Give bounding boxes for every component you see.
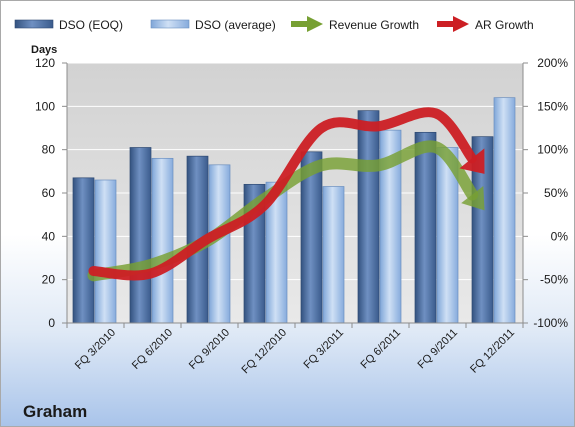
right-tick-label: -50% <box>540 273 568 287</box>
legend-label-revenue-growth: Revenue Growth <box>329 18 419 32</box>
bar-dso-average-1 <box>94 179 117 324</box>
legend-item-revenue-growth: Revenue Growth <box>291 16 419 32</box>
right-tick-label: 50% <box>544 186 568 200</box>
left-tick-label: 100 <box>35 99 55 113</box>
bar-dso-eoq-6 <box>357 110 380 324</box>
bar-dso-eoq-7 <box>414 131 437 324</box>
legend-label-ar-growth: AR Growth <box>475 18 534 32</box>
left-tick-label: 80 <box>42 143 56 157</box>
left-tick-label: 120 <box>35 56 55 70</box>
left-tick-label: 60 <box>42 186 56 200</box>
right-axis: -100% -50% 0% 50% 100% 150% 200% <box>522 56 569 330</box>
left-tick-label: 0 <box>48 316 55 330</box>
bar-dso-eoq-1 <box>72 177 95 324</box>
legend: DSO (EOQ) DSO (average) Revenue Growth A… <box>14 16 534 32</box>
x-axis: FQ 3/2010 FQ 6/2010 FQ 9/2010 FQ 12/2010 FQ … <box>66 322 524 377</box>
bar-dso-average-5 <box>322 186 345 324</box>
growth-lines <box>87 107 485 282</box>
x-tick-label: FQ 9/2011 <box>415 327 460 372</box>
right-tick-label: 0% <box>551 229 569 243</box>
right-tick-label: -100% <box>533 316 568 330</box>
ar-growth-arrowhead <box>459 148 485 174</box>
x-tick-label: FQ 3/2011 <box>301 327 346 372</box>
left-axis: 0 20 40 60 80 100 120 <box>35 56 68 330</box>
legend-label-dso-eoq: DSO (EOQ) <box>59 18 123 32</box>
revenue-growth-arrowhead <box>461 185 485 211</box>
revenue-growth-line <box>87 140 479 282</box>
x-tick-label: FQ 12/2010 <box>240 327 290 377</box>
legend-item-dso-eoq: DSO (EOQ) <box>14 18 123 32</box>
legend-item-ar-growth: AR Growth <box>437 16 534 32</box>
x-tick-label: FQ 6/2011 <box>358 327 403 372</box>
x-tick-label: FQ 3/2010 <box>73 327 118 372</box>
right-tick-label: 150% <box>537 99 568 113</box>
x-tick-label: FQ 9/2010 <box>187 327 232 372</box>
bar-dso-eoq-2 <box>129 147 152 324</box>
right-tick-label: 100% <box>537 143 568 157</box>
bar-dso-average-2 <box>151 157 174 324</box>
company-name: Graham <box>23 402 87 421</box>
x-tick-label: FQ 6/2010 <box>130 327 175 372</box>
right-tick-label: 200% <box>537 56 568 70</box>
legend-label-dso-average: DSO (average) <box>195 18 276 32</box>
left-tick-label: 40 <box>42 229 56 243</box>
ar-growth-line <box>88 107 477 281</box>
y-axis-title: Days <box>31 44 57 56</box>
legend-item-dso-average: DSO (average) <box>150 18 276 32</box>
bar-dso-average-8 <box>493 97 516 324</box>
left-tick-label: 20 <box>42 273 56 287</box>
x-tick-label: FQ 12/2011 <box>468 327 517 376</box>
